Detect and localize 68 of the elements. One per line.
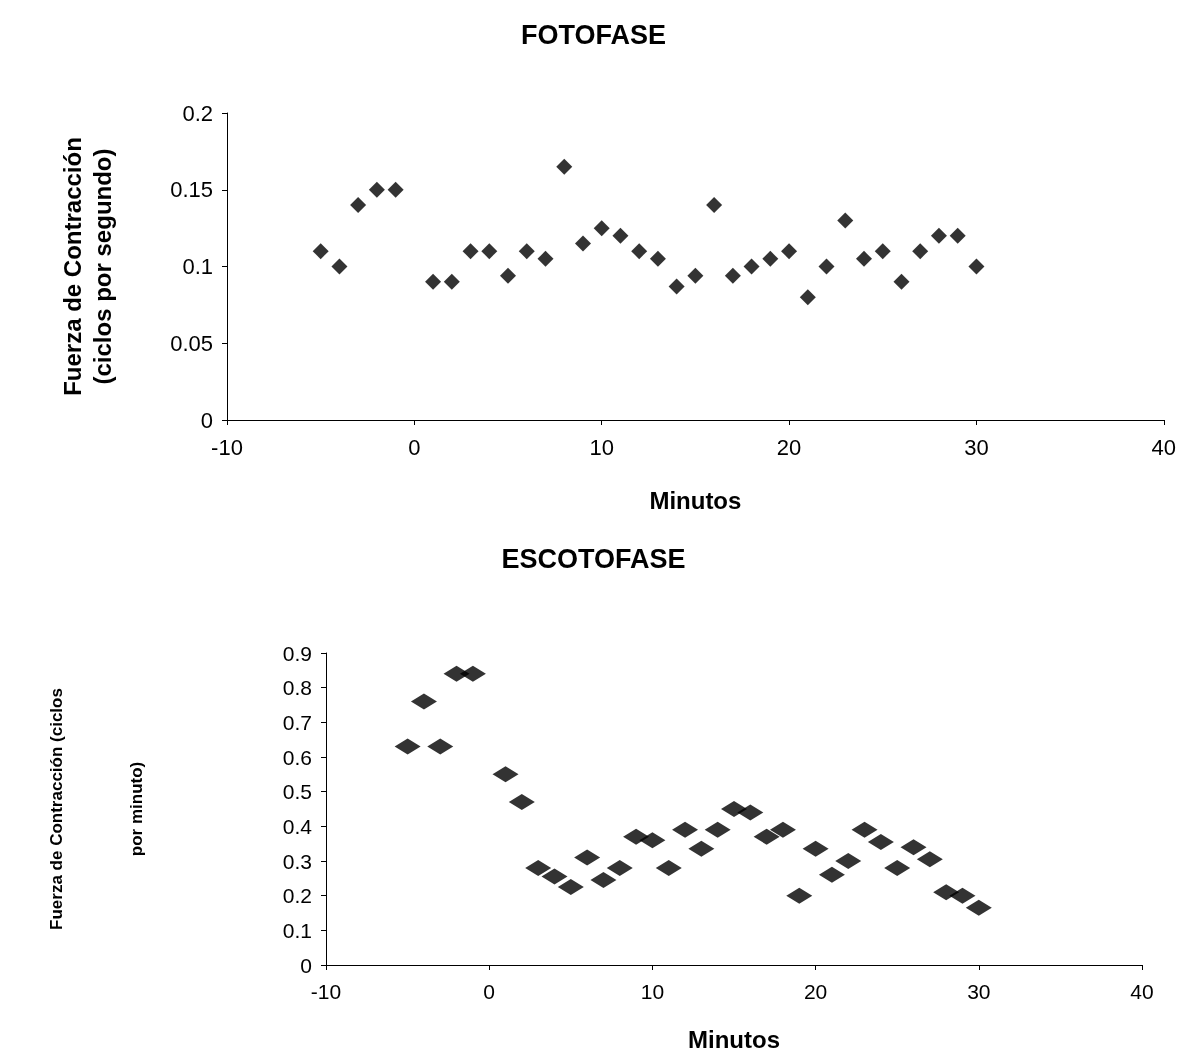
x-axis-title: Minutos: [688, 1025, 780, 1053]
y-tick-label: 0.6: [282, 745, 312, 769]
point: [574, 235, 591, 252]
point: [818, 258, 835, 275]
point: [350, 197, 367, 214]
point: [518, 243, 535, 260]
point: [537, 250, 554, 267]
point: [556, 158, 573, 175]
point: [649, 250, 666, 267]
point: [687, 267, 704, 284]
x-axis-title: Minutos: [649, 486, 742, 514]
x-tick-label: 0: [408, 434, 421, 460]
chart-title: ESCOTOFASE: [501, 543, 686, 574]
point: [837, 212, 854, 229]
point: [912, 243, 929, 260]
point: [612, 227, 629, 244]
point: [500, 267, 517, 284]
point: [874, 243, 891, 260]
x-tick-label: 0: [483, 980, 496, 1003]
text: Fuerza de Contracción (ciclos por minuto): [46, 688, 146, 930]
x-tick-label: 10: [589, 434, 614, 460]
x-tick-label: 40: [1151, 434, 1177, 460]
y-tick-label: 0.05: [170, 330, 213, 356]
point: [331, 258, 348, 275]
y-tick-label: 0: [200, 407, 213, 433]
x-tick-label: 20: [776, 434, 802, 460]
point: [668, 278, 685, 295]
y-tick-label: 0.5: [282, 780, 312, 804]
point: [443, 273, 460, 290]
x-tick-label: -10: [211, 434, 243, 460]
y-tick-label: 0.3: [282, 849, 312, 873]
point: [930, 227, 947, 244]
point: [893, 273, 910, 290]
y-axis-title: Fuerza de Contracción (ciclos por segundo): [58, 137, 116, 396]
point: [462, 243, 479, 260]
chart-title: FOTOFASE: [520, 19, 667, 50]
point: [949, 227, 966, 244]
y-tick-label: 0.15: [170, 177, 213, 203]
point: [631, 243, 648, 260]
y-tick-label: 0.4: [282, 814, 313, 838]
y-tick-label: 0.9: [282, 641, 312, 665]
point: [387, 181, 404, 198]
y-tick-label: 0.8: [282, 676, 312, 700]
point: [481, 243, 498, 260]
y-tick-label: 0.7: [282, 710, 312, 734]
point: [312, 243, 329, 260]
point: [425, 273, 442, 290]
point: [368, 181, 385, 198]
point: [724, 267, 741, 284]
x-tick-label: 30: [967, 980, 991, 1003]
point: [799, 289, 816, 306]
point: [706, 197, 723, 214]
y-tick-label: 0: [300, 953, 312, 977]
x-tick-label: 40: [1130, 980, 1154, 1003]
x-tick-label: 30: [964, 434, 989, 460]
point: [968, 258, 985, 275]
y-tick-label: 0.1: [282, 918, 312, 942]
x-tick-label: 10: [640, 980, 665, 1003]
point: [781, 243, 798, 260]
y-tick-label: 0.2: [182, 100, 213, 126]
x-tick-label: -10: [310, 980, 342, 1003]
x-tick-label: 20: [803, 980, 828, 1003]
y-tick-label: 0.1: [182, 254, 213, 279]
point: [762, 250, 779, 267]
point: [856, 250, 872, 267]
y-tick-label: 0.2: [282, 884, 312, 908]
point: [593, 220, 610, 237]
point: [743, 258, 760, 275]
